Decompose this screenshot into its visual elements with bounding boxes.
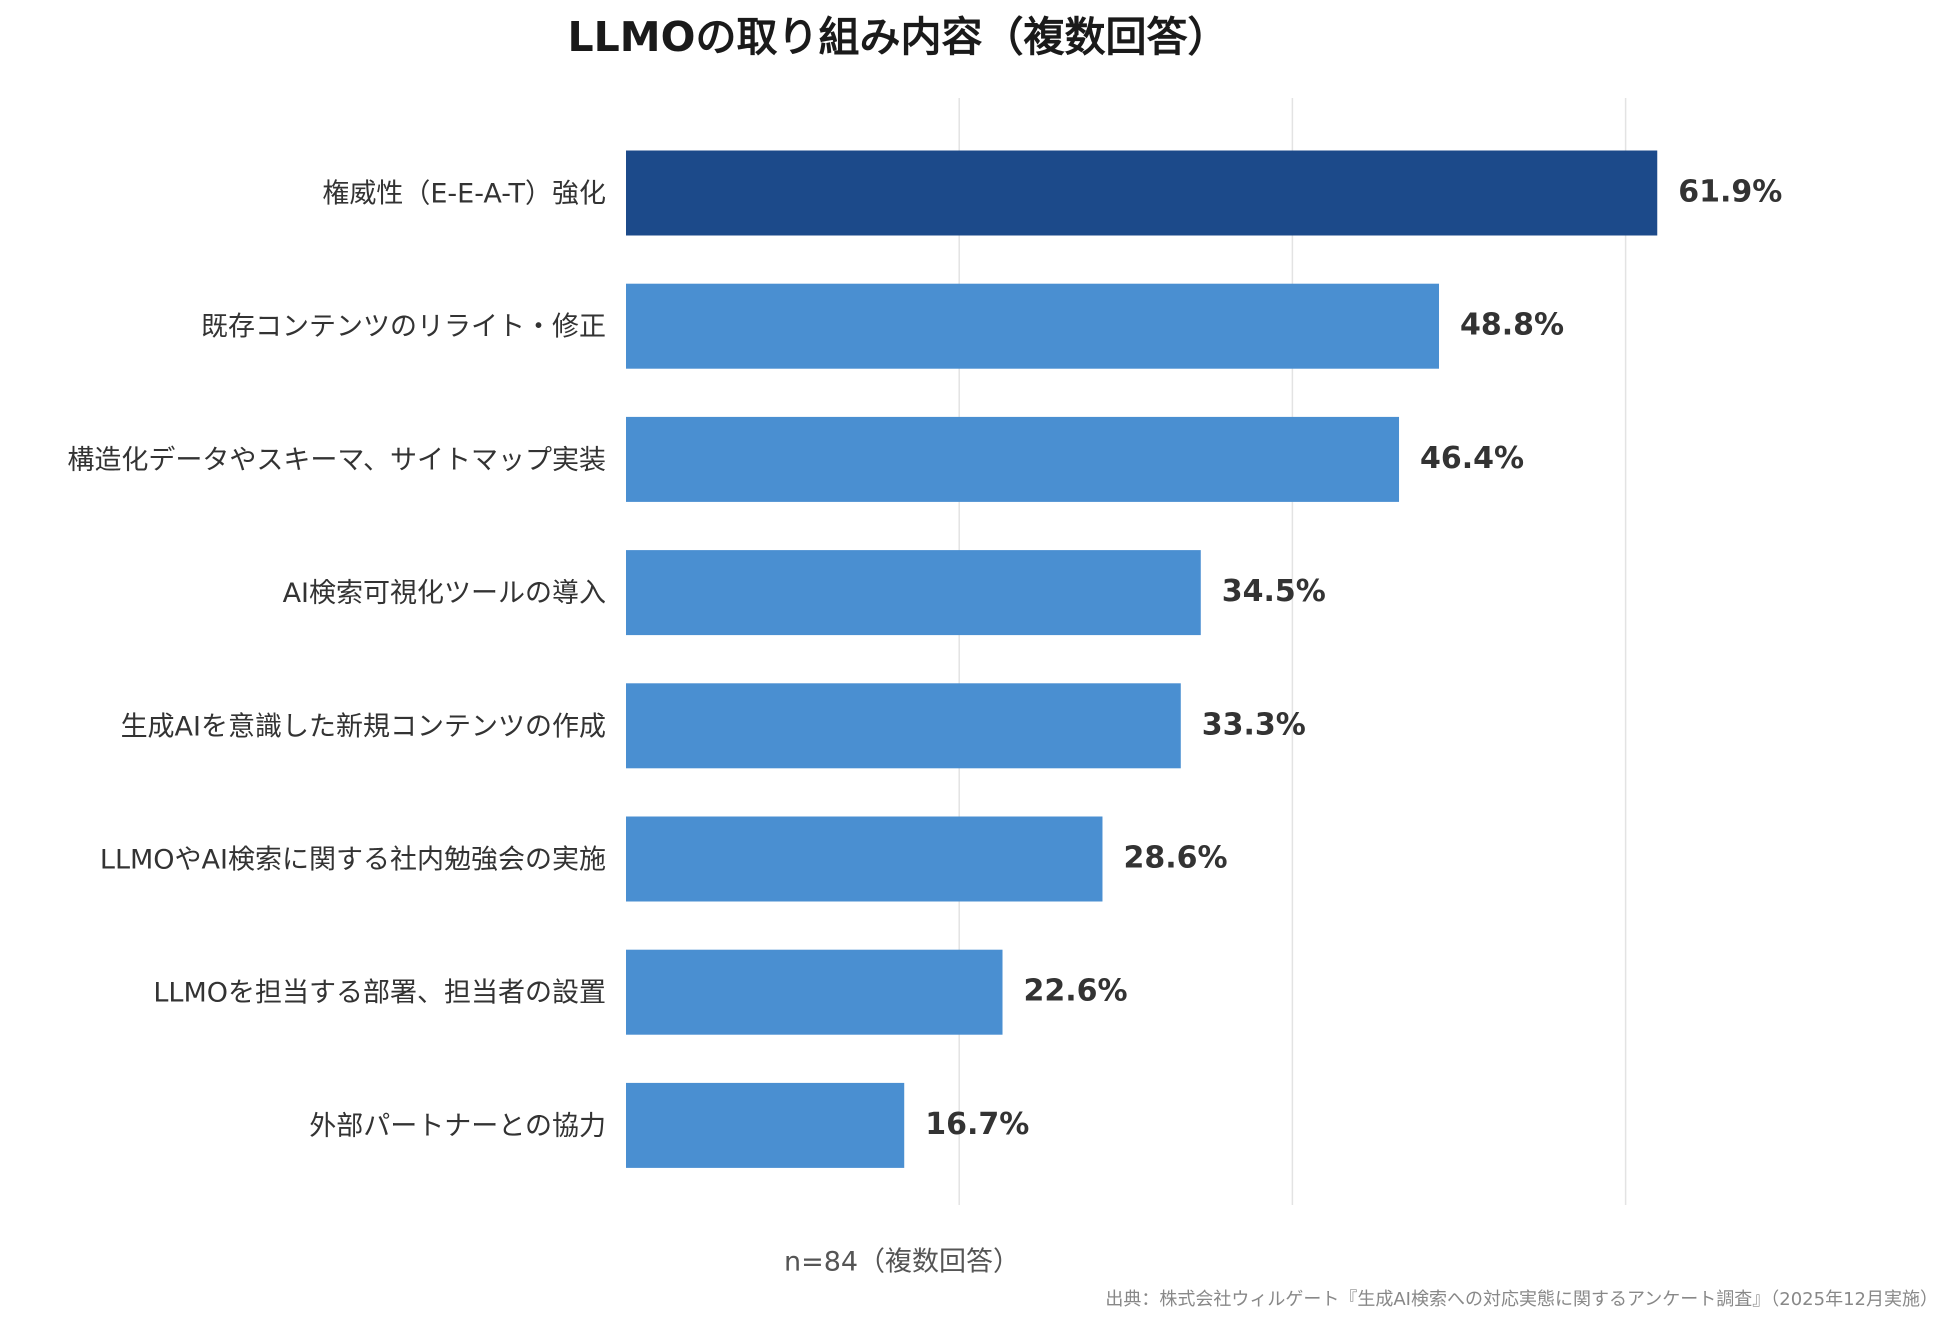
- bar: [626, 283, 1440, 369]
- value-label: 28.6%: [1123, 841, 1227, 876]
- y-tick-label: 既存コンテンツのリライト・修正: [201, 312, 606, 343]
- value-label: 61.9%: [1678, 175, 1782, 210]
- bar: [626, 416, 1400, 502]
- bar: [626, 550, 1201, 636]
- value-label: 22.6%: [1024, 974, 1128, 1009]
- value-label: 33.3%: [1202, 707, 1306, 742]
- bar: [626, 1082, 905, 1168]
- y-tick-label: 構造化データやスキーマ、サイトマップ実装: [67, 445, 606, 476]
- x-axis-label: n=84（複数回答）: [784, 1247, 1020, 1278]
- bar: [626, 816, 1103, 902]
- value-label: 46.4%: [1420, 441, 1524, 476]
- value-label: 16.7%: [925, 1107, 1029, 1142]
- bar: [626, 949, 1003, 1035]
- chart-title: LLMOの取り組み内容（複数回答）: [568, 13, 1229, 61]
- bar: [626, 150, 1658, 236]
- source-note: 出典：株式会社ウィルゲート『生成AI検索への対応実態に関するアンケート調査』（2…: [1105, 1289, 1938, 1310]
- value-label: 48.8%: [1460, 308, 1564, 343]
- y-tick-label: LLMOやAI検索に関する社内勉強会の実施: [100, 845, 606, 876]
- y-tick-label: AI検索可視化ツールの導入: [283, 578, 606, 609]
- y-tick-label: 生成AIを意識した新規コンテンツの作成: [121, 711, 606, 742]
- y-tick-label: 権威性（E-E-A-T）強化: [322, 179, 606, 210]
- y-tick-label: 外部パートナーとの協力: [309, 1111, 606, 1142]
- y-tick-label: LLMOを担当する部署、担当者の設置: [153, 978, 606, 1009]
- value-label: 34.5%: [1222, 574, 1326, 609]
- bar: [626, 683, 1181, 769]
